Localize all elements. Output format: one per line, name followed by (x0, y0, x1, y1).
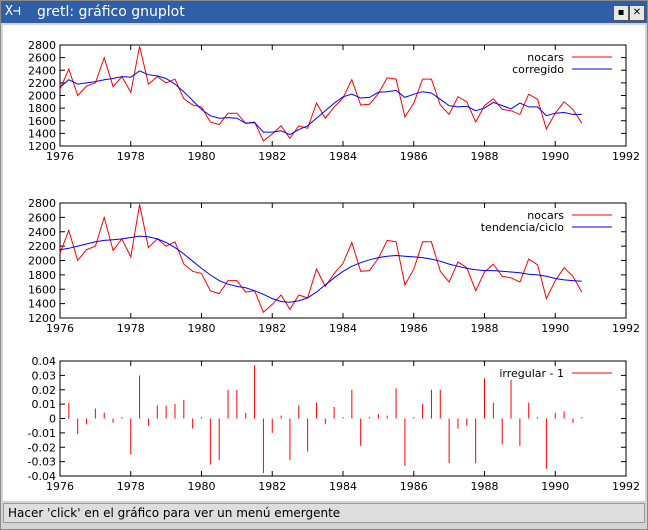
x-tick-label: 1982 (258, 480, 286, 493)
y-tick-label: 2800 (28, 197, 56, 210)
y-tick-label: 1800 (28, 269, 56, 282)
y-tick-label: 0.04 (32, 355, 57, 368)
y-tick-label: 1200 (28, 140, 56, 153)
y-tick-label: 1800 (28, 102, 56, 115)
x-tick-label: 1992 (612, 480, 640, 493)
y-tick-label: 1400 (28, 298, 56, 311)
x-tick-label: 1978 (117, 322, 145, 335)
y-tick-label: 0.02 (32, 384, 57, 397)
x-tick-label: 1988 (471, 322, 499, 335)
window-title: gretl: gráfico gnuplot (37, 4, 185, 20)
graph-canvas[interactable]: 1200140016001800200022002400260028001976… (3, 25, 645, 501)
y-tick-label: 2200 (28, 240, 56, 253)
x-tick-label: 1982 (258, 150, 286, 163)
gnuplot-graph-area[interactable]: 1200 1400 1600 1800 2000 2200 2400 2600 2800 1976… (3, 25, 645, 501)
series-line (59, 70, 582, 136)
y-tick-label: -0.01 (28, 427, 56, 440)
series-line (59, 235, 582, 303)
legend-label: nocars (527, 209, 564, 222)
y-tick-label: 2600 (28, 52, 56, 65)
y-tick-label: 0.03 (32, 369, 57, 382)
legend-label: tendencia/ciclo (481, 221, 565, 234)
y-tick-label: -0.02 (28, 441, 56, 454)
series-line (59, 204, 583, 314)
y-tick-label: 2600 (28, 211, 56, 224)
x-tick-label: 1984 (329, 322, 357, 335)
y-tick-label: 0 (49, 413, 56, 426)
x-tick-label: 1986 (400, 150, 428, 163)
legend-label: nocars (527, 51, 564, 64)
x-tick-label: 1978 (117, 150, 145, 163)
close-button[interactable]: ✕ (629, 5, 645, 21)
x-tick-label: 1980 (188, 150, 216, 163)
series-line (59, 46, 583, 142)
y-tick-label: -0.04 (28, 470, 56, 483)
title-bar[interactable]: X⊣ gretl: gráfico gnuplot ▪ ✕ (1, 1, 647, 23)
x-tick-label: 1984 (329, 150, 357, 163)
x-tick-label: 1990 (541, 150, 569, 163)
x-tick-label: 1990 (541, 322, 569, 335)
x-tick-label: 1980 (188, 322, 216, 335)
y-tick-label: 2000 (28, 90, 56, 103)
x-tick-label: 1986 (400, 480, 428, 493)
x-tick-label: 1976 (46, 480, 74, 493)
x-tick-label: 1992 (612, 322, 640, 335)
x-tick-label: 1988 (471, 480, 499, 493)
legend-label: irregular - 1 (499, 367, 564, 380)
x-tick-label: 1982 (258, 322, 286, 335)
x-tick-label: 1992 (612, 150, 640, 163)
x-tick-label: 1986 (400, 322, 428, 335)
y-tick-label: 2400 (28, 226, 56, 239)
y-tick-label: 1600 (28, 115, 56, 128)
x-tick-label: 1976 (46, 150, 74, 163)
x-tick-label: 1978 (117, 480, 145, 493)
x-tick-label: 1984 (329, 480, 357, 493)
y-tick-label: 0.01 (32, 398, 57, 411)
x-tick-label: 1988 (471, 150, 499, 163)
y-tick-label: 1400 (28, 127, 56, 140)
y-tick-label: 2000 (28, 255, 56, 268)
x-tick-label: 1980 (188, 480, 216, 493)
x-tick-label: 1990 (541, 480, 569, 493)
window-menu-icon[interactable]: X⊣ (5, 4, 21, 19)
y-tick-label: 2200 (28, 77, 56, 90)
y-tick-label: 2800 (28, 39, 56, 52)
maximize-button[interactable]: ▪ (613, 5, 629, 21)
y-tick-label: 1200 (28, 312, 56, 325)
status-bar: Hacer 'click' en el gráfico para ver un … (3, 503, 645, 523)
legend-label: corregido (512, 63, 564, 76)
y-tick-label: 2400 (28, 64, 56, 77)
x-tick-label: 1976 (46, 322, 74, 335)
y-tick-label: 1600 (28, 283, 56, 296)
y-tick-label: -0.03 (28, 456, 56, 469)
